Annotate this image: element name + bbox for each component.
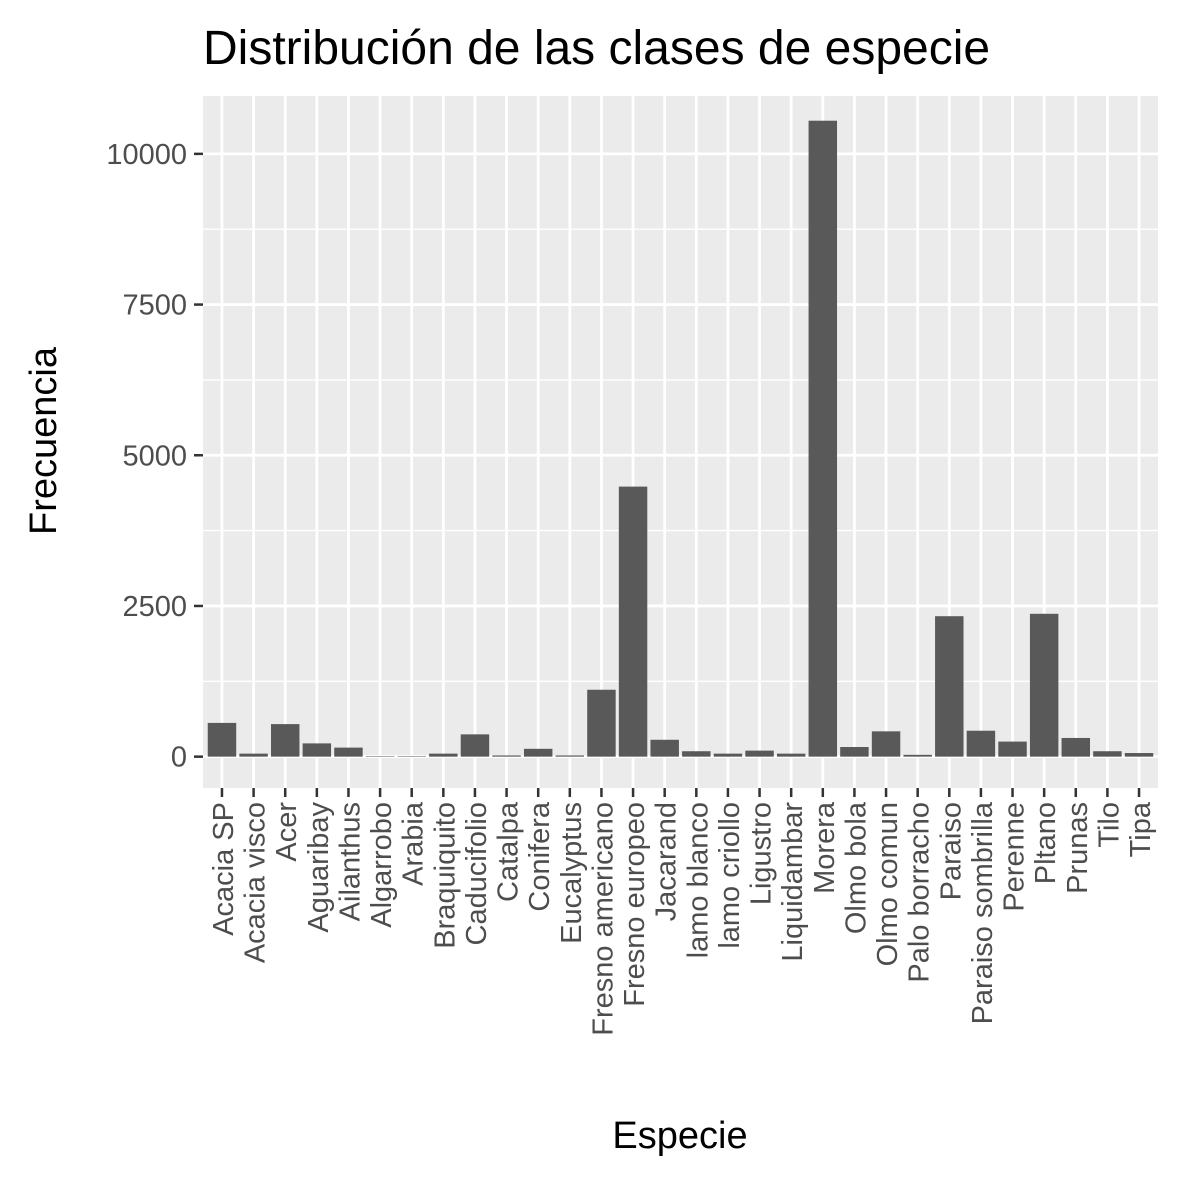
x-tick-label: Braquiquito bbox=[429, 802, 461, 949]
y-tick-label: 2500 bbox=[122, 591, 187, 623]
x-tick-label: Eucalyptus bbox=[556, 802, 588, 944]
x-tick-label: Olmo comun bbox=[872, 802, 904, 966]
x-axis-title: Especie bbox=[612, 1115, 747, 1157]
y-tick-label: 7500 bbox=[122, 290, 187, 322]
bar-caducifolio bbox=[460, 734, 490, 757]
x-tick-label: Pltano bbox=[1030, 802, 1062, 884]
x-tick-label: Ailanthus bbox=[334, 802, 366, 921]
bar-pltano bbox=[1029, 613, 1059, 757]
x-tick-label: Tipa bbox=[1125, 801, 1157, 857]
x-tick-label: Conifera bbox=[524, 801, 556, 911]
x-tick-label: Acer bbox=[271, 802, 303, 862]
bar-acer bbox=[270, 724, 300, 757]
x-tick-label: Olmo bola bbox=[840, 801, 872, 934]
x-tick-label: Acacia SP bbox=[208, 802, 240, 936]
bar-liquidambar bbox=[776, 753, 806, 757]
x-tick-label: Morera bbox=[809, 801, 841, 894]
bar-lamo-criollo bbox=[713, 753, 743, 757]
bar-fresno-americano bbox=[587, 689, 616, 757]
bar-prunas bbox=[1061, 737, 1091, 757]
bar-ligustro bbox=[745, 750, 774, 757]
bars bbox=[207, 120, 1154, 757]
plot-panel bbox=[203, 96, 1158, 788]
bar-olmo-comun bbox=[871, 731, 901, 757]
x-tick-label: Liquidambar bbox=[777, 802, 809, 962]
bar-braquiquito bbox=[429, 753, 458, 757]
chart-title: Distribución de las clases de especie bbox=[203, 22, 990, 75]
bar-arabia bbox=[397, 756, 426, 757]
x-axis: Acacia SP Acacia visco Acer Aguaribay Ailant… bbox=[208, 788, 1157, 1036]
x-tick-label: Fresno europeo bbox=[619, 802, 651, 1007]
bar-perenne bbox=[998, 741, 1027, 757]
x-tick-label: Ligustro bbox=[746, 802, 778, 905]
x-tick-label: Jacarand bbox=[651, 802, 683, 921]
x-tick-label: Fresno americano bbox=[587, 802, 619, 1036]
bar-aguaribay bbox=[302, 743, 332, 757]
bar-conifera bbox=[523, 748, 553, 757]
x-tick-label: Palo borracho bbox=[904, 802, 936, 983]
bar-morera bbox=[808, 120, 838, 757]
bar-olmo-bola bbox=[840, 747, 869, 757]
bar-catalpa bbox=[492, 755, 521, 757]
y-tick-label: 0 bbox=[171, 742, 187, 774]
bar-acacia-sp bbox=[207, 722, 237, 757]
bar-algarrobo bbox=[365, 756, 395, 757]
x-tick-label: Catalpa bbox=[493, 801, 525, 902]
bar-ailanthus bbox=[334, 747, 363, 757]
x-tick-label: lamo criollo bbox=[714, 802, 746, 949]
bar-tilo bbox=[1093, 751, 1122, 757]
x-tick-label: Tilo bbox=[1093, 802, 1125, 848]
bar-eucalyptus bbox=[555, 755, 585, 757]
x-tick-label: Aguaribay bbox=[303, 802, 335, 933]
bar-jacarand bbox=[650, 739, 679, 757]
y-axis: 0 2500 5000 7500 10000 bbox=[106, 139, 203, 774]
bar-paraiso-sombrilla bbox=[966, 730, 996, 757]
y-tick-label: 10000 bbox=[106, 139, 187, 171]
x-tick-label: Prunas bbox=[1062, 802, 1094, 894]
x-tick-label: Caducifolio bbox=[461, 802, 493, 945]
bar-fresno-europeo bbox=[618, 486, 648, 757]
bar-palo-borracho bbox=[903, 754, 932, 757]
bar-acacia-visco bbox=[239, 753, 268, 757]
x-tick-label: Perenne bbox=[999, 802, 1031, 912]
x-tick-label: Arabia bbox=[398, 801, 430, 886]
x-tick-label: Acacia visco bbox=[240, 802, 272, 963]
x-tick-label: Algarrobo bbox=[366, 802, 398, 928]
bar-lamo-blanco bbox=[682, 751, 711, 757]
x-tick-label: Paraiso sombrilla bbox=[967, 801, 999, 1024]
y-tick-label: 5000 bbox=[122, 440, 187, 472]
x-tick-label: lamo blanco bbox=[682, 802, 714, 958]
x-tick-label: Paraiso bbox=[935, 802, 967, 900]
y-axis-title: Frecuencia bbox=[23, 346, 65, 535]
bar-tipa bbox=[1124, 753, 1154, 757]
bar-paraiso bbox=[935, 616, 964, 757]
